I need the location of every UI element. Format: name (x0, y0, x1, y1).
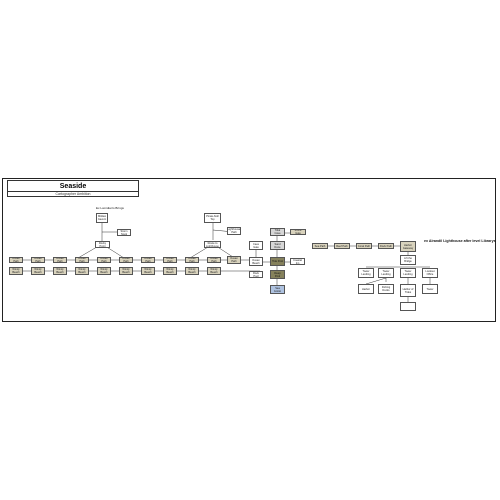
right-cluster-mid-node: Tower Landing (378, 268, 394, 278)
branch-left-top-node: Mildew Cavern (96, 213, 108, 223)
right-cluster-mid-node: Tower Landing (400, 268, 416, 278)
annotation-left-group: Ex Lomidian's Brings (96, 206, 124, 210)
annotation-right-group: ex Alrandil Lighthouse after level Libra… (424, 239, 496, 243)
ocean-path-node: Ocean Path (31, 257, 45, 263)
branch-mid-mid-node: Route to Lighthouse (204, 241, 221, 248)
ocean-path-node: Ocean Path (163, 257, 177, 263)
ocean-path-node: Ocean Path (53, 257, 67, 263)
right-cluster-top-node: Lift the Bridge (400, 255, 416, 265)
windy-beach-node: Windy Beach (141, 267, 155, 275)
cave-lower-node: Rock Pool (249, 271, 263, 278)
windy-beach-node: Windy Beach (75, 267, 89, 275)
right-cluster-lower-node: Harbor (358, 284, 374, 294)
right-cluster-lower-node: Harbor of Tides (400, 284, 416, 297)
windy-beach-node: Windy Beach (31, 267, 45, 275)
chain-node: Reef Path (334, 243, 350, 249)
ocean-path-node: Ocean Path (207, 257, 221, 263)
ocean-path-node: Ocean Path (9, 257, 23, 263)
cave-blue-node: Sea Grotto (270, 285, 285, 294)
windy-beach-node: Windy Beach (9, 267, 23, 275)
chain-node: Coral Path (356, 243, 372, 249)
ocean-path-node: Ocean Path (97, 257, 111, 263)
windy-beach-node: Windy Beach (185, 267, 199, 275)
right-cluster-foot-node (400, 302, 416, 311)
right-cluster-mid-node: Tower Landing (358, 268, 374, 278)
windy-beach-node: Windy Beach (97, 267, 111, 275)
cave-side-mid-node: Coastal Inn (290, 258, 305, 265)
cave-dark-node: Tide Pool (270, 257, 285, 266)
ocean-path-node: Ocean Path (185, 257, 199, 263)
cave-side-upper-node: Cave Gate (249, 241, 263, 250)
ocean-path-node: Ocean Path (75, 257, 89, 263)
windy-beach-node: Windy Beach (163, 267, 177, 275)
branch-left-mid-node: Rocky Point (95, 241, 110, 248)
windy-beach-node: Windy Beach (207, 267, 221, 275)
end-node: Harbor Gateway (400, 241, 416, 252)
branch-mid-top-node: Pirate Atoll Top (204, 213, 221, 223)
branch-mid-side-node: Lighthouse Path (227, 227, 241, 235)
chain-node: Dock Path (378, 243, 394, 249)
branch-left-side-node: Storm Nook (117, 229, 131, 236)
windy-beach-node: Windy Beach (53, 267, 67, 275)
cave-dark-node: Deep Pool (270, 270, 285, 279)
chain-node: Sea Path (312, 243, 328, 249)
cave-upper-node: Sand Dune (270, 241, 285, 250)
ocean-path-node: Ocean Path (119, 257, 133, 263)
right-cluster-lower-node: Fishing Docks (378, 284, 394, 294)
right-cluster-lower-node: Tower (422, 284, 438, 294)
ocean-path-node: Ocean Path (141, 257, 155, 263)
windy-beach-node: Windy Beach (119, 267, 133, 275)
ocean-path-node: Ocean Path (227, 256, 241, 264)
ocean-beach-node: Ocean Beach (249, 257, 263, 266)
cave-top-node: Tidal Cave (270, 228, 285, 236)
right-cluster-mid-node: Lookout Office (422, 268, 438, 278)
chain-node: Shore Gate (290, 229, 306, 235)
diagram-subtitle: Cartographer Ambition (7, 191, 139, 197)
